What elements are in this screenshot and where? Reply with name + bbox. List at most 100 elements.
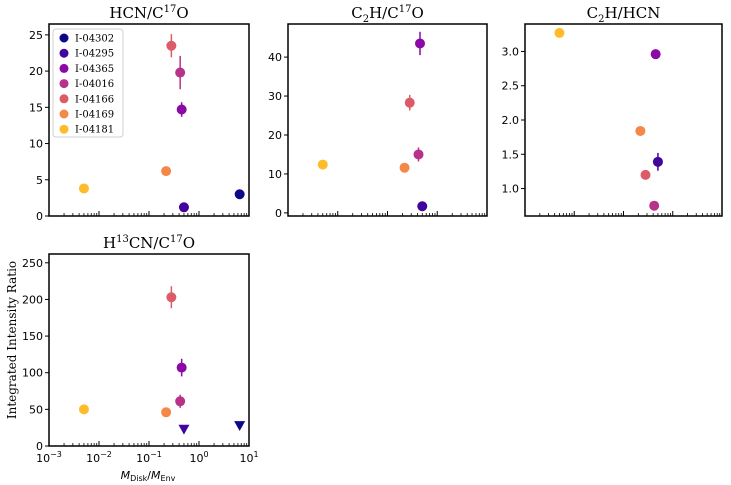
title-part: 13 [116, 234, 129, 245]
legend: I-04302 I-04295 I-04365 I-04016 I-04166 I-041… [52, 28, 124, 138]
data-point [176, 104, 187, 115]
title-part: O [176, 4, 188, 22]
y-tick-label: 0 [275, 207, 282, 220]
x-label-num: M [121, 469, 131, 482]
upper-limit-marker [178, 424, 190, 435]
y-tick-label: 100 [22, 367, 43, 380]
legend-label: I-04169 [75, 110, 114, 121]
data-point [399, 162, 410, 173]
y-tick-label: 15 [29, 101, 43, 114]
x-tick-label: 101 [239, 450, 258, 465]
title-part: H/HCN [605, 4, 661, 22]
panel-3: C2H/HCN 1.0 1.5 2.0 2.5 3.0 [502, 4, 723, 217]
panel-title: C2H/HCN [587, 4, 661, 25]
data-point [161, 407, 172, 418]
panel-title: H13CN/C17O [103, 234, 195, 252]
legend-label: I-04365 [75, 64, 114, 75]
data-point [413, 149, 424, 160]
data-point [161, 166, 172, 177]
y-tick-label: 30 [268, 90, 282, 103]
y-tick-label: 200 [22, 293, 43, 306]
y-tick-label: 20 [268, 129, 282, 142]
data-point [317, 159, 328, 170]
data-point [234, 189, 245, 200]
axes-frame [48, 253, 250, 447]
y-tick-label: 250 [22, 257, 43, 270]
legend-label: I-04166 [75, 94, 114, 105]
y-tick-label: 0 [36, 440, 43, 453]
y-axis-label: Integrated Intensity Ratio [5, 261, 19, 419]
panel-title: C2H/C17O [351, 4, 424, 25]
axes-frame [287, 23, 488, 217]
y-tick-label: 2.0 [502, 114, 520, 127]
y-tick-label: 1.5 [502, 148, 520, 161]
y-tick-label: 3.0 [502, 45, 520, 58]
title-part: C [587, 4, 598, 22]
data-point [650, 49, 661, 60]
y-tick-label: 50 [29, 403, 43, 416]
title-part: H [103, 234, 116, 252]
y-tick-label: 1.0 [502, 183, 520, 196]
x-label-num-sub: Disk [130, 474, 148, 483]
data-point [78, 183, 89, 194]
title-part: 17 [399, 4, 412, 15]
x-axis-label: MDisk/MEnv [121, 469, 176, 483]
title-part: 17 [170, 234, 183, 245]
data-point [175, 67, 186, 78]
legend-marker [59, 33, 69, 43]
legend-marker [59, 124, 69, 134]
x-tick-label: 10−2 [86, 450, 112, 465]
axes-frame [524, 23, 723, 217]
data-point [652, 156, 663, 167]
legend-marker [59, 48, 69, 58]
data-point [176, 362, 187, 373]
title-part: H/C [369, 4, 399, 22]
x-tick-label: 10−3 [36, 450, 62, 465]
data-point [640, 169, 651, 180]
data-point [554, 27, 565, 38]
y-tick-label: 5 [36, 174, 43, 187]
legend-marker [59, 79, 69, 89]
data-point [166, 292, 177, 303]
panel-4: H13CN/C17O 0 50 100 150 200 250 10−3 10−2 10−1 100… [22, 234, 259, 465]
title-part: 2 [598, 14, 604, 25]
data-point [649, 200, 660, 211]
y-tick-label: 2.5 [502, 80, 520, 93]
legend-label: I-04181 [75, 125, 114, 136]
data-point [178, 202, 189, 213]
y-tick-label: 150 [22, 330, 43, 343]
title-part: 2 [363, 14, 369, 25]
x-tick-label: 100 [189, 450, 208, 465]
data-point [414, 38, 425, 49]
panel-1: HCN/C17O 0 5 10 15 20 25 [29, 4, 250, 223]
legend-frame [52, 28, 124, 138]
legend-label: I-04016 [75, 79, 114, 90]
legend-label: I-04295 [75, 49, 114, 60]
data-point [175, 396, 186, 407]
x-tick-label: 10−1 [136, 450, 162, 465]
title-part: HCN/C [109, 4, 163, 22]
title-part: C [351, 4, 362, 22]
upper-limit-marker [234, 421, 246, 431]
title-part: CN/C [129, 234, 170, 252]
panel-2: C2H/C17O 0 10 20 30 40 [268, 4, 488, 220]
y-tick-label: 25 [29, 29, 43, 42]
x-label-den: M [151, 469, 161, 482]
panel-title: HCN/C17O [109, 4, 188, 22]
legend-marker [59, 63, 69, 73]
y-tick-label: 20 [29, 65, 43, 78]
x-label-sep: / [147, 469, 151, 482]
title-part: O [183, 234, 195, 252]
data-point [635, 125, 646, 136]
x-label-den-sub: Env [161, 474, 176, 483]
legend-label: I-04302 [75, 34, 114, 45]
title-part: 17 [164, 4, 177, 15]
title-part: O [411, 4, 423, 22]
data-point [404, 97, 415, 108]
legend-marker [59, 109, 69, 119]
data-point [78, 404, 89, 415]
y-tick-label: 10 [29, 138, 43, 151]
y-tick-label: 10 [268, 168, 282, 181]
data-point [417, 201, 428, 212]
